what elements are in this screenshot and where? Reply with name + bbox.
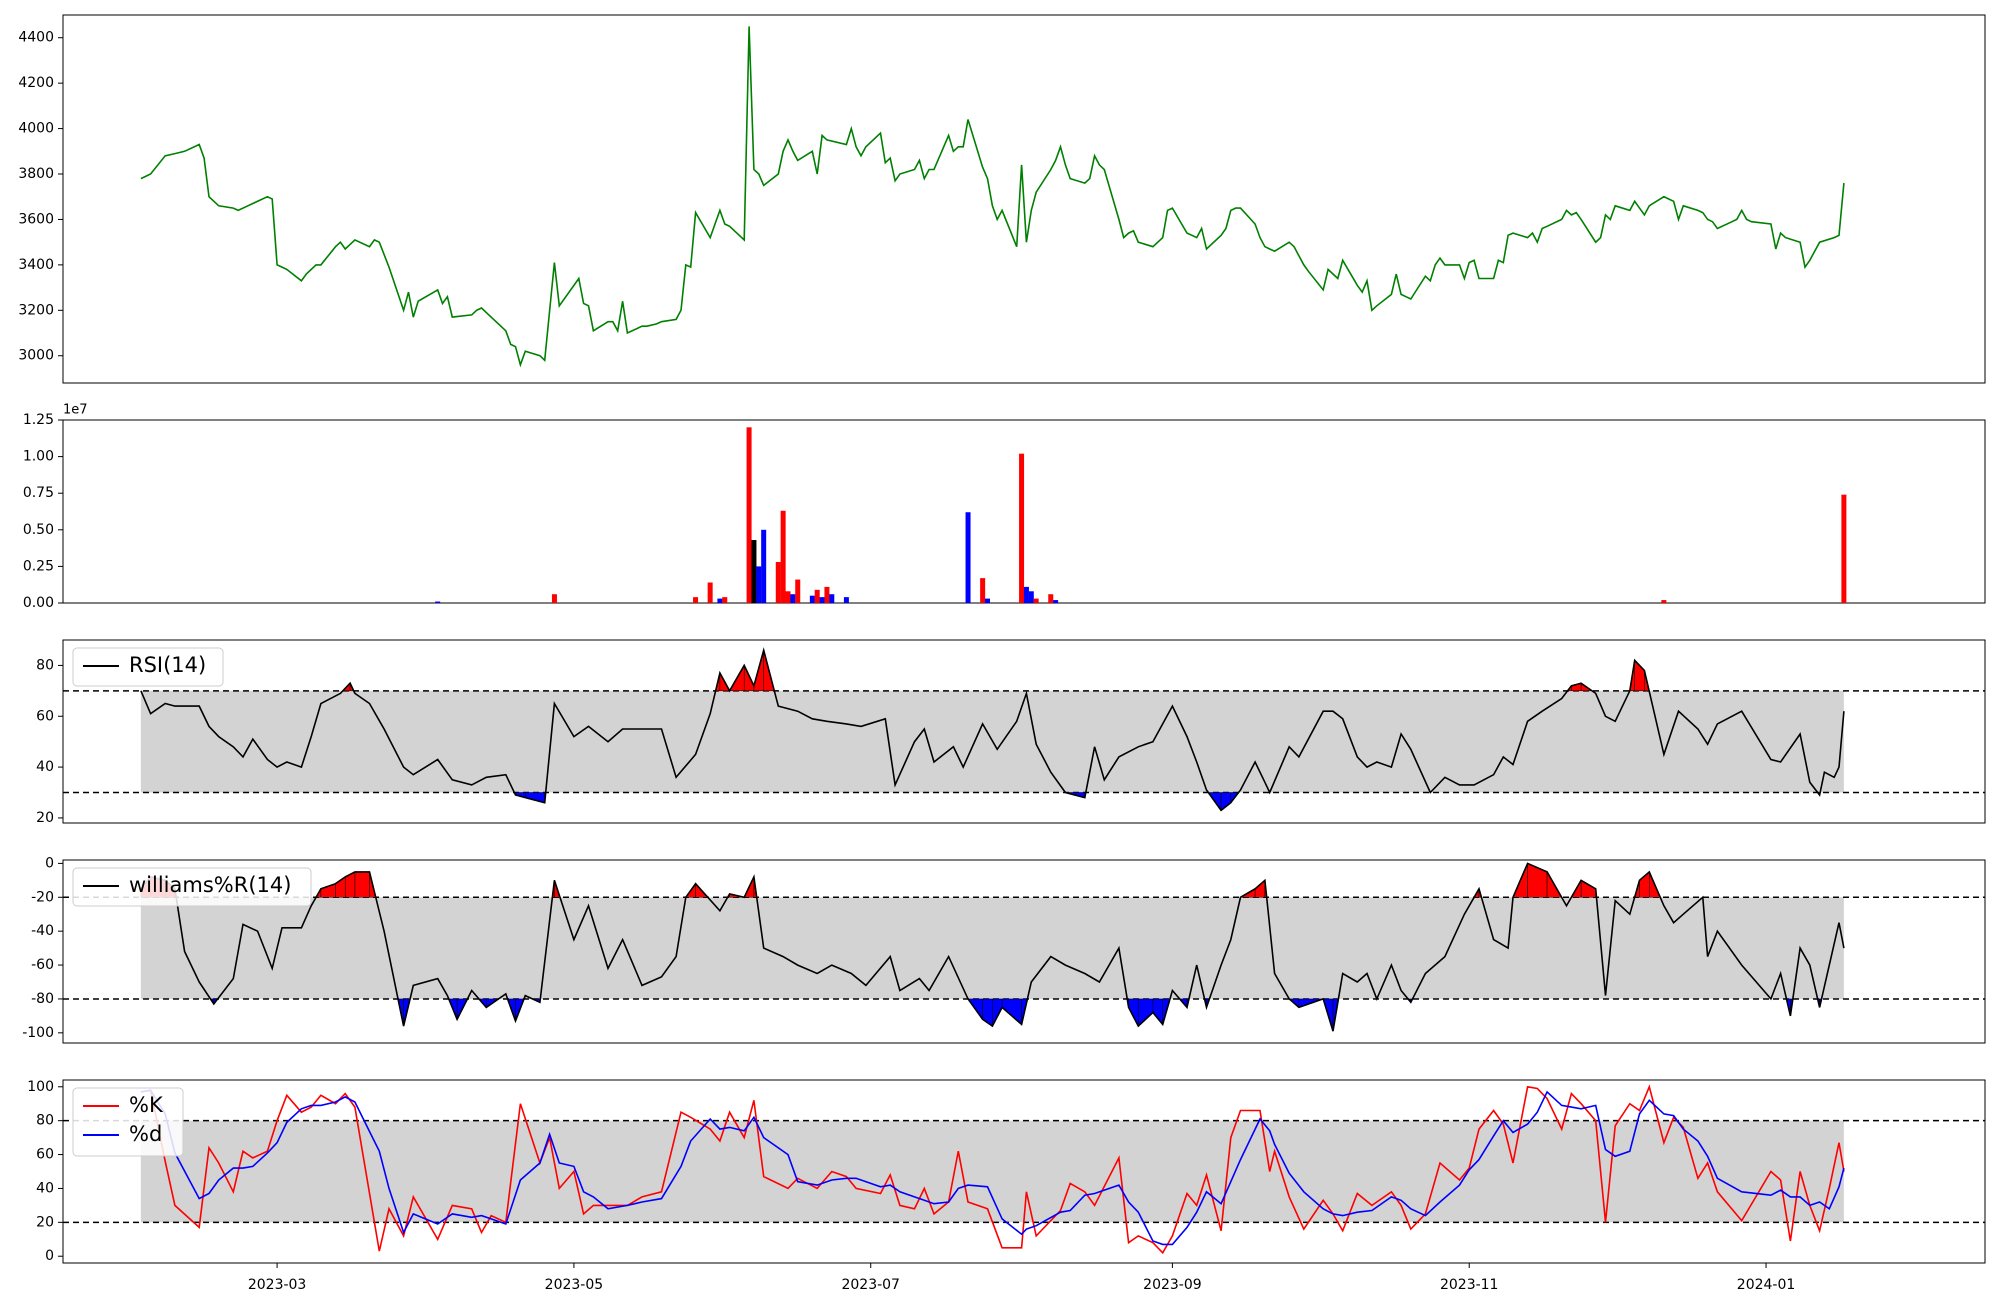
- volume-bar: [1048, 594, 1054, 603]
- stoch-legend-label: %d: [129, 1122, 162, 1146]
- stoch-legend-label: %K: [129, 1093, 164, 1117]
- x-tick-label: 2023-09: [1143, 1277, 1202, 1293]
- volume-ytick-label: 0.00: [23, 595, 54, 611]
- volume-bar: [775, 562, 781, 603]
- price-ytick-label: 3400: [18, 257, 54, 273]
- volume-bar: [785, 591, 791, 603]
- rsi-ytick-label: 60: [36, 708, 54, 724]
- rsi-line: [140, 647, 1845, 812]
- volume-bar: [693, 597, 699, 603]
- volume-bar: [1023, 586, 1029, 603]
- volume-bar: [790, 594, 796, 603]
- volume-bar: [814, 589, 820, 603]
- volume-bar: [1028, 591, 1034, 603]
- stoch-legend-box: [72, 1087, 184, 1157]
- volume-bar: [980, 578, 986, 603]
- stochastic-ytick-label: 100: [27, 1079, 54, 1095]
- williams-legend-label: williams%R(14): [129, 873, 291, 897]
- volume-bar: [795, 579, 801, 603]
- price-ytick-label: 4200: [18, 75, 54, 91]
- price-line: [140, 26, 1845, 368]
- williams-band: [140, 897, 1844, 999]
- volume-bar: [965, 512, 971, 603]
- volume-ytick-label: 0.25: [23, 558, 54, 574]
- rsi-ytick-label: 20: [36, 810, 54, 826]
- volume-bar: [824, 586, 830, 603]
- williams-fill: [1001, 998, 1022, 1025]
- volume-bar: [761, 529, 767, 603]
- x-tick-label: 2023-05: [545, 1277, 604, 1293]
- x-tick-label: 2023-11: [1440, 1277, 1499, 1293]
- williams-fill: [354, 871, 370, 898]
- rsi-ytick-label: 80: [36, 657, 54, 673]
- price-ytick-label: 3200: [18, 302, 54, 318]
- volume-bar: [1661, 600, 1667, 603]
- rsi-legend-label: RSI(14): [129, 653, 206, 677]
- volume-bar: [819, 597, 825, 603]
- volume-bar: [707, 582, 713, 603]
- stochastic-axes-frame: [62, 1079, 1986, 1264]
- volume-bar: [551, 594, 557, 603]
- williams-fill: [1254, 879, 1266, 898]
- volume-bar: [746, 427, 752, 603]
- volume-ytick-label: 1.00: [23, 449, 54, 465]
- rsi-legend-box: [72, 647, 224, 687]
- x-tick-label: 2023-03: [248, 1277, 307, 1293]
- williams-line: [140, 862, 1845, 1032]
- x-tick-label: 2023-07: [841, 1277, 900, 1293]
- volume-bar: [722, 597, 728, 603]
- price-ytick-label: 3600: [18, 211, 54, 227]
- williams-legend-box: [72, 867, 312, 907]
- stochastic-ytick-label: 20: [36, 1214, 54, 1230]
- volume-bar: [843, 597, 849, 603]
- williams-axes-frame: [62, 859, 1986, 1044]
- williams-fill: [1152, 998, 1163, 1026]
- stoch-d-line: [140, 1089, 1845, 1246]
- price-ytick-label: 4000: [18, 121, 54, 137]
- volume-bar: [1033, 598, 1039, 603]
- volume-bar: [780, 510, 786, 603]
- volume-bar: [751, 540, 757, 603]
- volume-ytick-label: 1.25: [23, 412, 54, 428]
- williams-fill: [1580, 879, 1596, 898]
- williams-ytick-label: -60: [31, 957, 54, 973]
- price-ytick-label: 4400: [18, 30, 54, 46]
- volume-bar: [1053, 600, 1059, 603]
- williams-ytick-label: -80: [31, 991, 54, 1007]
- williams-ytick-label: 0: [45, 855, 54, 871]
- volume-bar: [1841, 494, 1847, 603]
- stoch-k-line: [140, 1084, 1845, 1255]
- rsi-axes-frame: [62, 639, 1986, 824]
- volume-bar: [435, 601, 441, 603]
- volume-bar: [985, 598, 991, 603]
- stochastic-ytick-label: 80: [36, 1113, 54, 1129]
- stochastic-ytick-label: 0: [45, 1248, 54, 1264]
- volume-bar: [829, 594, 835, 603]
- volume-exponent-label: 1e7: [63, 403, 88, 418]
- stochastic-ytick-label: 40: [36, 1180, 54, 1196]
- volume-bar: [717, 598, 723, 603]
- williams-fill: [1138, 998, 1154, 1027]
- williams-ytick-label: -40: [31, 923, 54, 939]
- volume-bar: [809, 595, 815, 603]
- stochastic-ytick-label: 60: [36, 1147, 54, 1163]
- volume-bar: [756, 566, 762, 603]
- rsi-fill: [1220, 792, 1232, 811]
- williams-ytick-label: -100: [22, 1025, 54, 1041]
- x-tick-label: 2024-01: [1737, 1277, 1796, 1293]
- price-ytick-label: 3000: [18, 348, 54, 364]
- williams-ytick-label: -20: [31, 889, 54, 905]
- volume-ytick-label: 0.75: [23, 485, 54, 501]
- stochastic-band: [140, 1120, 1844, 1223]
- volume-ytick-label: 0.50: [23, 522, 54, 538]
- price-axes-frame: [62, 14, 1986, 384]
- volume-bar: [1019, 453, 1025, 603]
- rsi-ytick-label: 40: [36, 759, 54, 775]
- price-ytick-label: 3800: [18, 166, 54, 182]
